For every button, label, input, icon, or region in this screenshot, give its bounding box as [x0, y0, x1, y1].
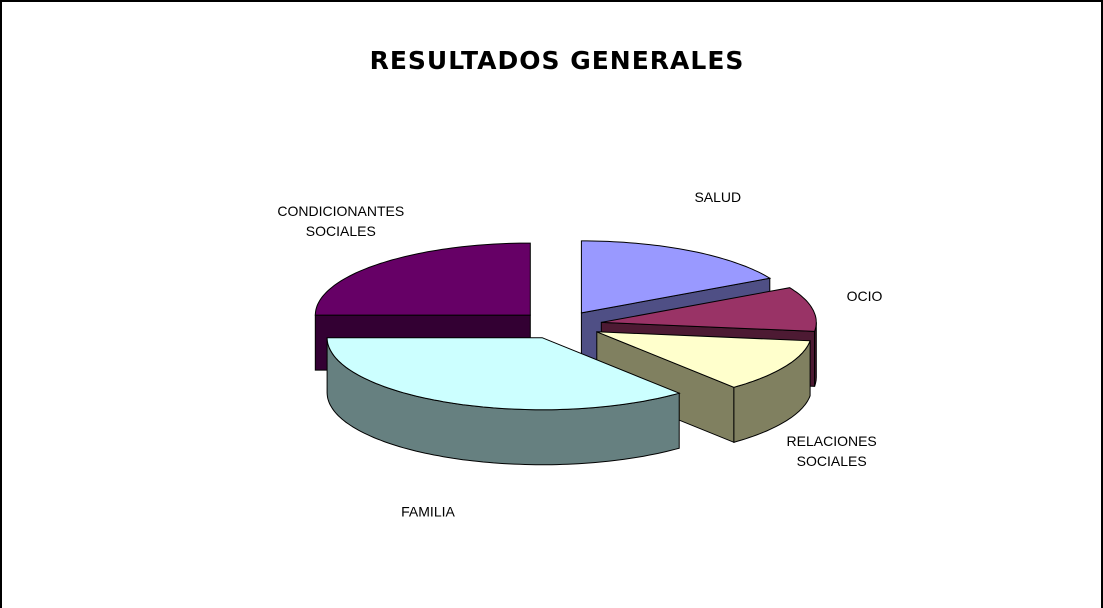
slice-side [814, 322, 817, 387]
slice-label: SALUD [694, 189, 741, 205]
slice-label: CONDICIONANTES SOCIALES [277, 203, 404, 239]
slice-top [314, 242, 531, 316]
slice-label: RELACIONES SOCIALES [787, 433, 877, 469]
slice-top [601, 287, 817, 332]
slice [326, 337, 681, 466]
slice-label: FAMILIA [401, 504, 455, 520]
slice-top [326, 337, 681, 411]
slice [596, 331, 811, 444]
slice-top [596, 331, 811, 388]
chart-title: RESULTADOS GENERALES [370, 46, 745, 75]
slice-label: OCIO [847, 288, 883, 304]
slice-top [580, 240, 772, 314]
